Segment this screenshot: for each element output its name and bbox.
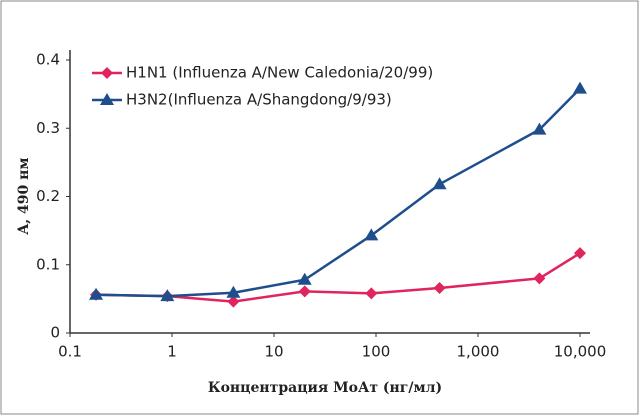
data-point [574,247,586,260]
x-tick-label: 10,000 [554,343,607,361]
x-tick-label: 0.1 [58,343,82,361]
data-point [433,281,446,294]
x-tick-label: 10 [264,343,283,361]
legend-marker [100,93,114,105]
legend-label: H1N1 (Influenza A/New Caledonia/20/99) [126,64,433,82]
data-point [298,285,311,298]
x-tick-label: 1,000 [457,343,500,361]
y-tick-label: 0.2 [36,187,60,205]
y-tick-label: 0.3 [36,119,60,137]
y-tick-label: 0 [50,324,60,342]
series-line [96,87,581,298]
y-axis-label: A, 490 нм [16,157,32,235]
data-point [532,122,547,135]
data-point [160,289,175,302]
x-tick-label: 100 [362,343,391,361]
legend-label: H3N2(Influenza A/Shangdong/9/93) [126,91,392,109]
series-line [96,252,581,303]
data-point [533,272,546,285]
data-point [89,287,104,300]
data-point [365,287,378,300]
y-tick-label: 0.4 [36,51,60,69]
data-point [297,272,312,285]
data-point [227,295,240,308]
x-axis-label: Концентрация МоАт (нг/мл) [208,380,442,396]
data-point [432,177,447,190]
y-tick-label: 0.1 [36,255,60,273]
data-point [226,285,241,298]
x-tick-label: 1 [167,343,177,361]
data-point [573,81,587,94]
legend-marker [101,67,113,79]
data-point [364,228,379,241]
